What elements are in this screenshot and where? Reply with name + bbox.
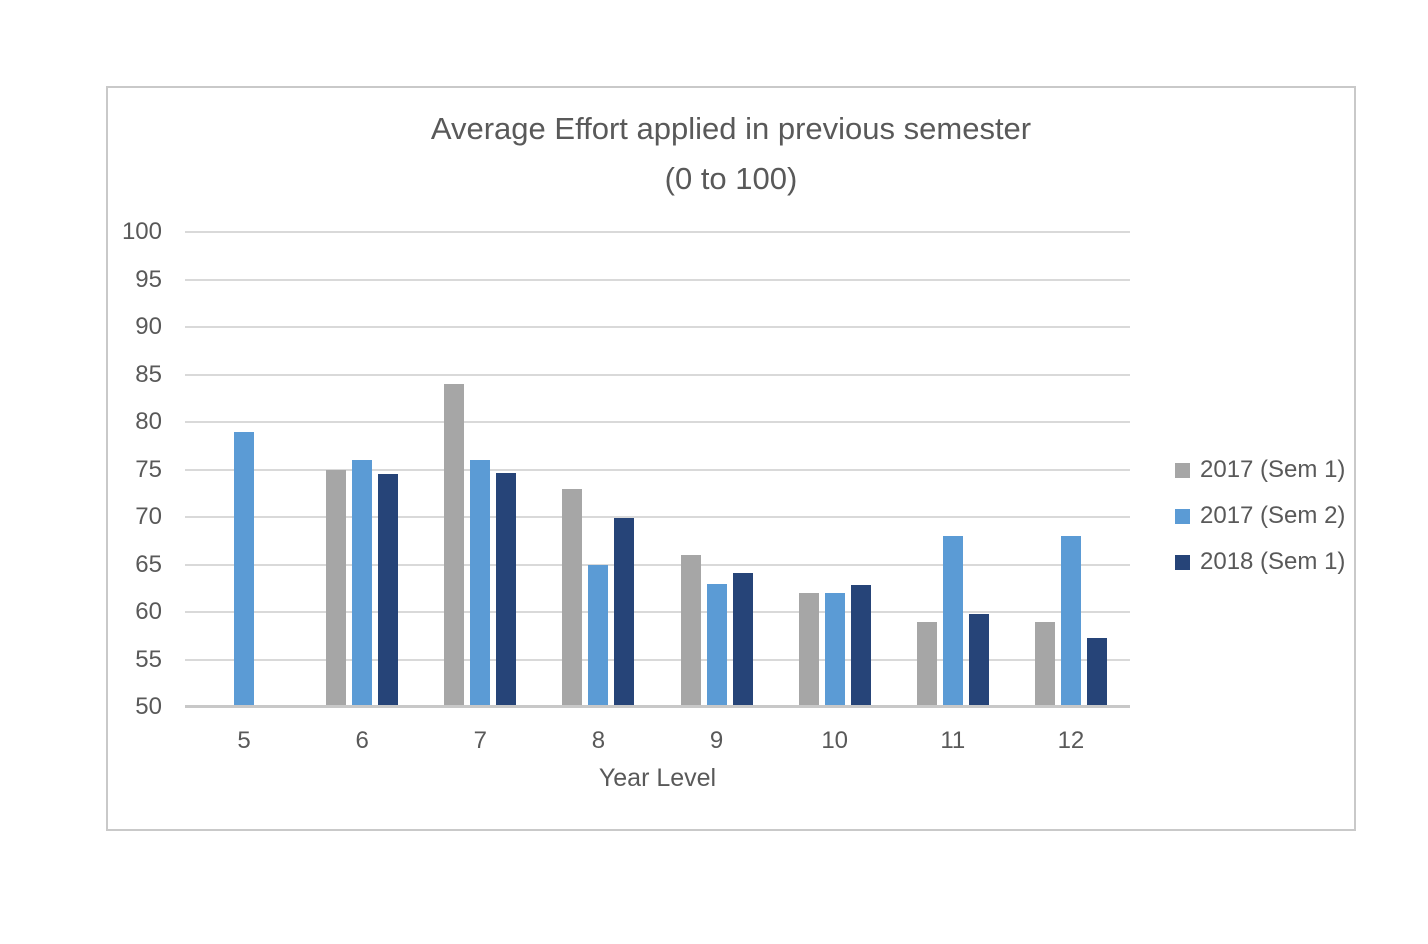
bar-group-year-8	[539, 232, 657, 707]
bar-group-year-5	[185, 232, 303, 707]
legend-label: 2017 (Sem 2)	[1200, 502, 1346, 529]
plot-area	[185, 231, 1130, 708]
bar-year-10-2017-sem-1	[798, 593, 819, 707]
chart-title-line1: Average Effort applied in previous semes…	[430, 111, 1032, 146]
bar-group-year-12	[1012, 232, 1130, 707]
y-tick-label-80: 80	[135, 408, 162, 435]
y-tick-label-50: 50	[135, 693, 162, 720]
bar-year-11-2017-sem-1	[916, 621, 937, 707]
bar-year-6-2017-sem-2	[352, 460, 373, 707]
bar-group-year-7	[421, 232, 539, 707]
x-axis-tick-labels: 5 6 7 8 9 10 11 12	[185, 728, 1130, 754]
legend-swatch-icon	[1175, 508, 1190, 524]
gridline-75	[185, 468, 1130, 471]
gridline-95	[185, 278, 1130, 281]
chart-title: Average Effort applied in previous semes…	[108, 104, 1354, 204]
x-tick-label-6: 6	[355, 727, 369, 754]
legend-item-2017-sem-2: 2017 (Sem 2)	[1175, 502, 1346, 529]
bar-year-6-2018-sem-1	[378, 474, 399, 707]
bar-year-10-2018-sem-1	[850, 585, 871, 707]
x-axis-title: Year Level	[598, 764, 717, 792]
bar-year-11-2018-sem-1	[968, 613, 989, 707]
y-tick-label-90: 90	[135, 313, 162, 340]
y-tick-label-85: 85	[135, 360, 162, 388]
bar-year-9-2017-sem-2	[706, 583, 727, 707]
gridline-80	[185, 421, 1130, 423]
legend-swatch-icon	[1175, 462, 1190, 478]
bar-year-6-2017-sem-1	[326, 469, 347, 707]
x-tick-label-9: 9	[709, 727, 724, 754]
bar-year-12-2018-sem-1	[1086, 637, 1107, 707]
legend: 2017 (Sem 1) 2017 (Sem 2) 2018 (Sem 1)	[1175, 456, 1346, 575]
bar-year-8-2017-sem-2	[588, 564, 609, 707]
gridline-60	[185, 611, 1130, 613]
y-tick-label-60: 60	[135, 598, 162, 625]
bar-group-year-9	[658, 232, 776, 707]
y-tick-label-55: 55	[135, 645, 162, 673]
legend-label: 2018 (Sem 1)	[1200, 548, 1346, 575]
chart-card: Average Effort applied in previous semes…	[106, 86, 1356, 831]
chart-title-line2: (0 to 100)	[664, 161, 798, 196]
bar-year-11-2017-sem-2	[942, 536, 963, 707]
y-tick-label-75: 75	[135, 455, 162, 483]
legend-label: 2017 (Sem 1)	[1200, 456, 1346, 483]
x-tick-label-8: 8	[591, 727, 606, 754]
bar-year-8-2018-sem-1	[614, 517, 635, 707]
bar-year-12-2017-sem-1	[1034, 621, 1055, 707]
x-tick-label-5: 5	[237, 727, 251, 754]
bar-group-year-6	[303, 232, 421, 707]
bar-year-9-2018-sem-1	[732, 573, 753, 707]
gridline-100	[185, 231, 1130, 233]
bar-groups	[185, 232, 1130, 707]
gridline-90	[185, 326, 1130, 328]
bar-year-7-2018-sem-1	[496, 473, 517, 707]
bar-year-12-2017-sem-2	[1060, 536, 1081, 707]
y-tick-label-95: 95	[135, 265, 162, 293]
bar-year-5-2017-sem-2	[234, 431, 255, 707]
gridline-85	[185, 373, 1130, 376]
legend-item-2017-sem-1: 2017 (Sem 1)	[1175, 456, 1346, 483]
x-tick-label-7: 7	[473, 727, 487, 754]
legend-item-2018-sem-1: 2018 (Sem 1)	[1175, 548, 1346, 575]
x-axis-line	[185, 705, 1130, 708]
bar-year-9-2017-sem-1	[680, 555, 701, 707]
bar-group-year-10	[776, 232, 894, 707]
bar-year-7-2017-sem-2	[470, 460, 491, 707]
x-tick-label-11: 11	[940, 727, 966, 754]
x-tick-label-10: 10	[821, 727, 849, 754]
gridline-65	[185, 563, 1130, 566]
legend-swatch-icon	[1175, 554, 1190, 570]
bar-year-10-2017-sem-2	[824, 593, 845, 707]
bar-year-7-2017-sem-1	[444, 384, 465, 707]
y-tick-label-65: 65	[135, 550, 162, 578]
y-tick-label-100: 100	[121, 218, 162, 245]
bar-group-year-11	[894, 232, 1012, 707]
gridline-70	[185, 516, 1130, 518]
gridline-55	[185, 658, 1130, 661]
x-tick-label-12: 12	[1057, 727, 1085, 754]
y-tick-label-70: 70	[135, 503, 162, 530]
bar-year-8-2017-sem-1	[562, 488, 583, 707]
